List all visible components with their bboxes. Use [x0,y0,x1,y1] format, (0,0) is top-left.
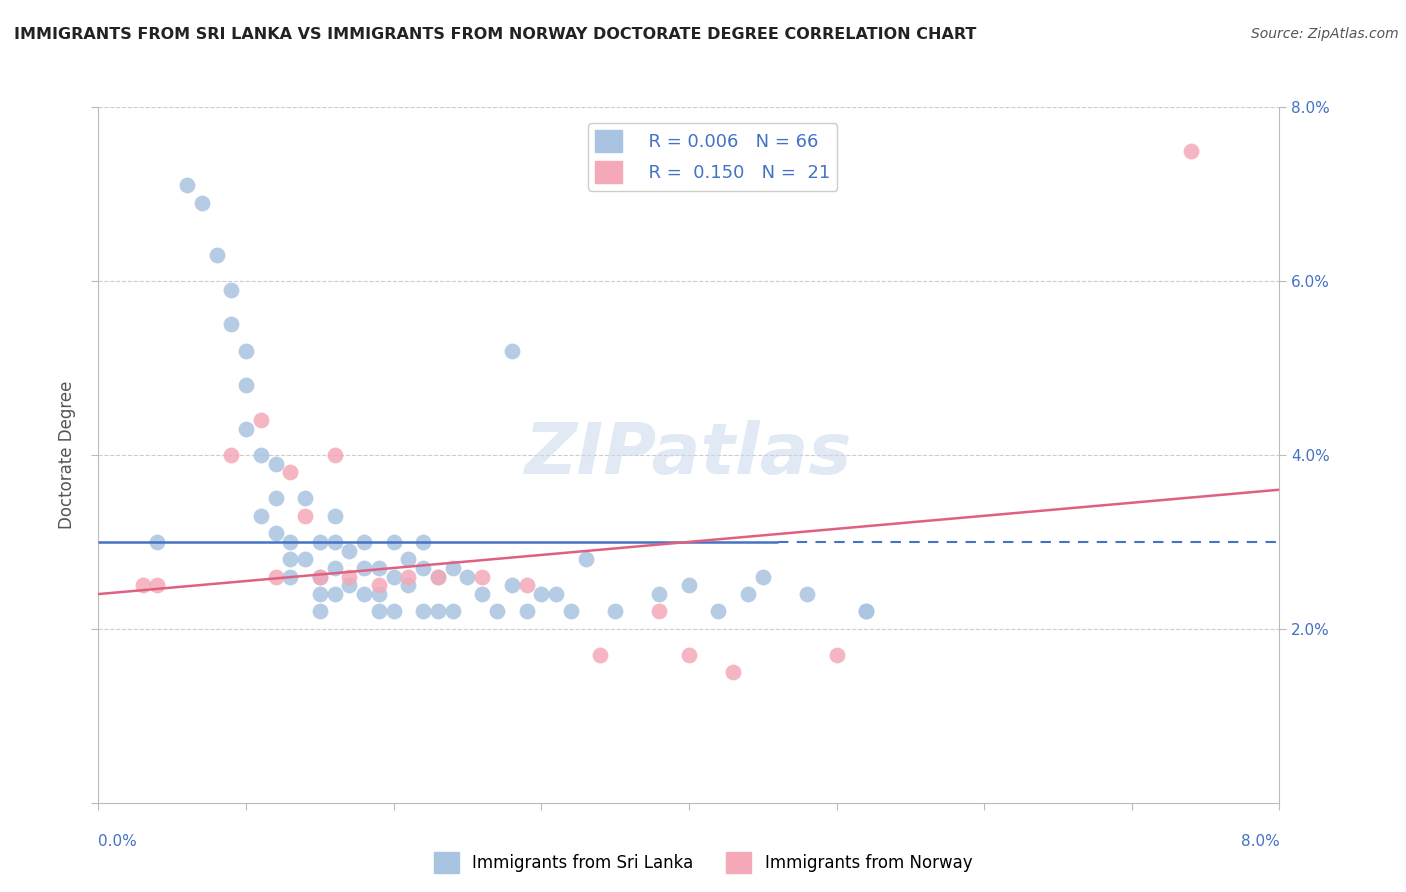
Legend:   R = 0.006   N = 66,   R =  0.150   N =  21: R = 0.006 N = 66, R = 0.150 N = 21 [588,123,837,191]
Point [530,587,553,601]
Point [678,648,700,662]
Point [485,605,508,619]
Point [471,570,494,584]
Y-axis label: Doctorate Degree: Doctorate Degree [58,381,76,529]
Point [796,587,818,601]
Point [264,526,287,541]
Point [323,508,346,523]
Point [412,535,434,549]
Point [648,587,671,601]
Point [396,570,419,584]
Point [278,570,302,584]
Text: 0.0%: 0.0% [98,834,138,849]
Point [308,605,332,619]
Point [323,448,346,462]
Point [264,457,287,471]
Point [323,587,346,601]
Point [589,648,612,662]
Point [707,605,730,619]
Point [353,561,375,575]
Point [219,283,242,297]
Point [515,578,537,592]
Point [367,605,389,619]
Point [412,605,434,619]
Point [337,543,360,558]
Point [308,570,332,584]
Point [426,570,449,584]
Point [367,587,389,601]
Point [264,491,287,506]
Point [396,552,419,566]
Point [308,587,332,601]
Point [294,508,316,523]
Text: 8.0%: 8.0% [1240,834,1279,849]
Point [605,605,627,619]
Point [441,605,464,619]
Point [678,578,700,592]
Point [855,605,877,619]
Point [219,448,242,462]
Point [146,578,169,592]
Point [278,466,302,480]
Point [574,552,596,566]
Point [337,570,360,584]
Point [146,535,169,549]
Point [426,605,449,619]
Point [382,605,405,619]
Point [382,570,405,584]
Point [1180,144,1202,158]
Point [278,552,302,566]
Point [264,570,287,584]
Point [250,448,273,462]
Point [751,570,773,584]
Point [412,561,434,575]
Point [323,535,346,549]
Point [441,561,464,575]
Point [353,587,375,601]
Point [308,570,332,584]
Point [648,605,671,619]
Point [382,535,405,549]
Point [250,508,273,523]
Point [426,570,449,584]
Legend: Immigrants from Sri Lanka, Immigrants from Norway: Immigrants from Sri Lanka, Immigrants fr… [427,846,979,880]
Point [501,578,523,592]
Point [294,552,316,566]
Point [396,578,419,592]
Point [278,535,302,549]
Point [235,343,257,358]
Point [308,535,332,549]
Text: ZIPatlas: ZIPatlas [526,420,852,490]
Point [825,648,848,662]
Point [721,665,744,680]
Point [737,587,759,601]
Point [235,422,257,436]
Point [235,378,257,392]
Point [855,605,877,619]
Point [367,578,389,592]
Point [353,535,375,549]
Point [132,578,155,592]
Point [471,587,494,601]
Point [191,195,214,210]
Point [219,318,242,332]
Point [337,578,360,592]
Point [205,248,228,262]
Point [515,605,537,619]
Point [176,178,198,193]
Text: IMMIGRANTS FROM SRI LANKA VS IMMIGRANTS FROM NORWAY DOCTORATE DEGREE CORRELATION: IMMIGRANTS FROM SRI LANKA VS IMMIGRANTS … [14,27,976,42]
Text: Source: ZipAtlas.com: Source: ZipAtlas.com [1251,27,1399,41]
Point [560,605,582,619]
Point [294,491,316,506]
Point [250,413,273,427]
Point [546,587,568,601]
Point [501,343,523,358]
Point [456,570,478,584]
Point [367,561,389,575]
Point [323,561,346,575]
